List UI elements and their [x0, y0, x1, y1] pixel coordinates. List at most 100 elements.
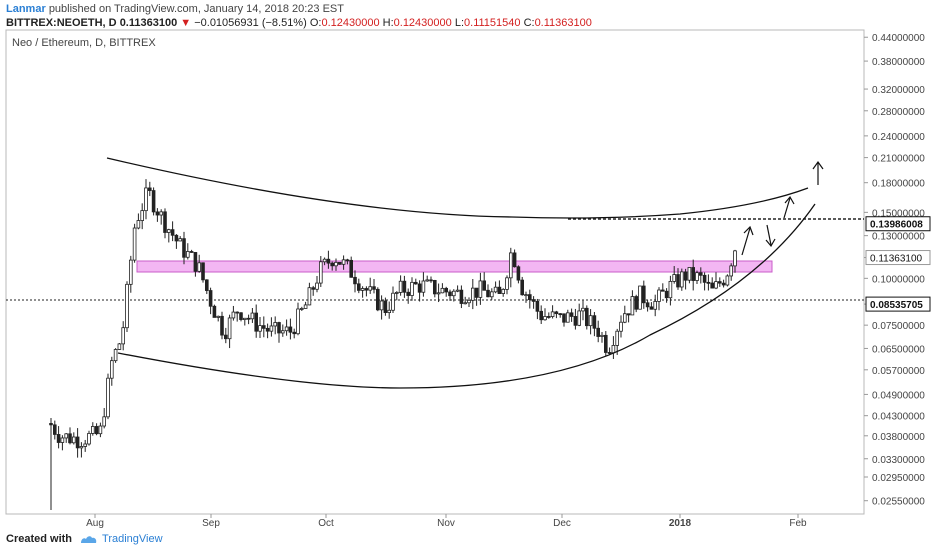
down-arrow-icon: ▼ — [180, 17, 192, 29]
candle — [83, 439, 88, 452]
candle — [406, 288, 410, 304]
arrow-up-2 — [783, 195, 795, 219]
candle — [699, 267, 703, 284]
candle — [573, 308, 578, 330]
svg-text:0.13986008: 0.13986008 — [870, 220, 923, 231]
candle — [56, 426, 61, 449]
candle — [429, 276, 433, 283]
candle — [444, 286, 448, 297]
candle — [668, 275, 673, 306]
candle — [379, 295, 384, 320]
open-label: O: — [309, 17, 322, 29]
candle — [216, 315, 221, 322]
candle — [543, 308, 547, 321]
candle — [303, 301, 308, 309]
lower-curve[interactable] — [117, 203, 816, 389]
arrow-down — [765, 224, 776, 248]
candle — [505, 275, 509, 295]
candle — [702, 272, 707, 291]
candle — [672, 266, 676, 284]
candle — [246, 314, 251, 325]
candle — [326, 250, 331, 269]
candle — [170, 221, 175, 242]
upper-curve[interactable] — [106, 157, 809, 219]
candle — [402, 275, 407, 298]
candle — [410, 277, 414, 301]
candle — [125, 281, 129, 333]
candle — [258, 316, 262, 338]
candle — [478, 272, 483, 305]
y-tick-label: 0.18000000 — [872, 179, 925, 190]
low-value: 0.11151540 — [464, 17, 521, 29]
y-tick-label: 0.32000000 — [872, 85, 925, 96]
candle — [322, 257, 327, 266]
close-value: 0.11363100 — [534, 17, 592, 29]
x-axis[interactable]: Aug Sep Oct Nov Dec 2018 Feb — [86, 514, 807, 528]
candle — [467, 297, 471, 308]
candle — [212, 304, 217, 318]
candle — [448, 289, 452, 301]
candle — [695, 270, 699, 284]
candle — [391, 286, 395, 313]
candle — [680, 268, 684, 291]
price-label: 0.13986008 — [865, 216, 931, 232]
candle — [204, 279, 209, 295]
candle — [197, 254, 202, 273]
candle — [451, 289, 456, 302]
candle — [585, 305, 589, 330]
candle — [140, 203, 145, 230]
candle — [425, 275, 429, 282]
candle — [334, 258, 338, 271]
candle — [642, 280, 646, 309]
candle — [185, 243, 190, 260]
candle — [653, 294, 657, 317]
candle — [440, 283, 445, 294]
candle — [239, 312, 243, 322]
candle — [273, 316, 277, 335]
x-tick-label: Aug — [86, 518, 104, 528]
svg-text:0.11363100: 0.11363100 — [870, 254, 923, 265]
candle — [375, 287, 380, 312]
arrow-up-1 — [741, 225, 754, 256]
candle — [296, 302, 300, 336]
candle — [588, 309, 593, 335]
tradingview-brand[interactable]: TradingView — [102, 533, 163, 545]
candle — [566, 309, 570, 323]
candle — [535, 298, 540, 320]
candle — [364, 286, 369, 297]
candle — [147, 181, 152, 197]
author-link[interactable]: Lanmar — [6, 3, 46, 15]
y-tick-label: 0.02550000 — [872, 497, 925, 508]
y-tick-label: 0.15000000 — [872, 208, 925, 219]
projection-arrows — [741, 160, 824, 256]
y-axis[interactable]: 0.44000000 0.38000000 0.32000000 0.28000000… — [864, 33, 925, 508]
candle — [474, 287, 479, 306]
drawings — [6, 218, 864, 301]
candle — [721, 279, 726, 288]
candle — [577, 303, 581, 327]
candle — [508, 247, 513, 288]
candle — [337, 261, 342, 265]
y-tick-label: 0.04900000 — [872, 390, 925, 401]
candle — [318, 256, 323, 287]
candle — [280, 324, 285, 337]
candle — [372, 279, 376, 294]
candle — [182, 231, 186, 265]
arrow-up-3 — [812, 160, 824, 185]
chart-title: Neo / Ethereum, D, BITTREX — [12, 37, 156, 49]
candle — [132, 223, 137, 263]
candle — [528, 289, 532, 309]
candle — [581, 300, 585, 321]
candle — [497, 280, 502, 294]
candle — [60, 435, 65, 451]
candle — [664, 288, 669, 303]
y-tick-label: 0.24000000 — [872, 132, 925, 143]
candle — [592, 311, 597, 337]
candles — [49, 179, 737, 510]
price-chart[interactable]: 0.44000000 0.38000000 0.32000000 0.28000000… — [0, 28, 932, 528]
resistance-zone[interactable] — [136, 260, 773, 273]
candle — [482, 272, 486, 291]
candle — [634, 294, 638, 313]
publish-info: published on TradingView.com, January 14… — [48, 3, 344, 15]
candle — [645, 300, 650, 312]
